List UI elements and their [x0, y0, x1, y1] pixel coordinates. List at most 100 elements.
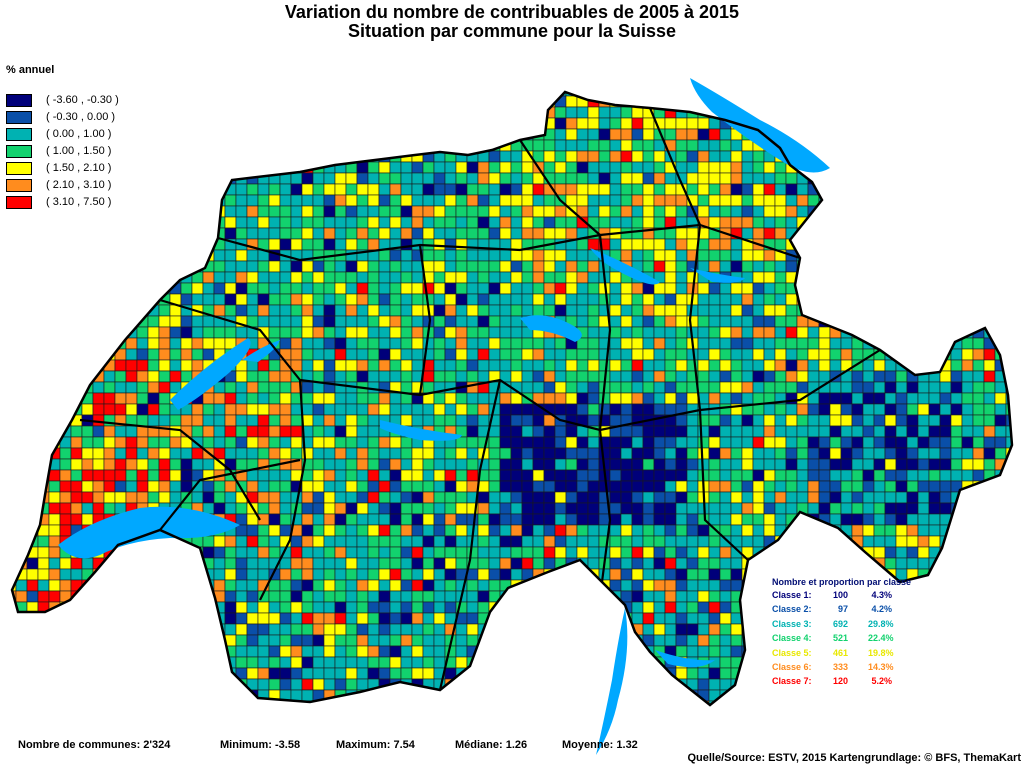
- commune-cell: [972, 590, 985, 603]
- commune-cell: [433, 326, 446, 339]
- commune-cell: [609, 359, 622, 372]
- commune-cell: [235, 92, 248, 97]
- commune-cell: [400, 315, 413, 328]
- commune-cell: [466, 106, 479, 119]
- commune-cell: [235, 656, 248, 669]
- commune-cell: [180, 370, 193, 383]
- commune-cell: [631, 249, 644, 262]
- commune-cell: [268, 260, 281, 273]
- commune-cell: [950, 392, 963, 405]
- commune-cell: [895, 480, 908, 493]
- commune-cell: [158, 315, 171, 328]
- commune-cell: [488, 568, 501, 581]
- commune-cell: [59, 623, 72, 636]
- commune-cell: [873, 95, 886, 108]
- commune-cell: [136, 590, 149, 603]
- commune-cell: [587, 194, 600, 207]
- commune-cell: [554, 216, 567, 229]
- commune-cell: [147, 645, 160, 658]
- commune-cell: [829, 194, 842, 207]
- commune-cell: [433, 458, 446, 471]
- commune-cell: [213, 183, 226, 196]
- commune-cell: [422, 414, 435, 427]
- commune-cell: [972, 612, 985, 625]
- commune-cell: [59, 491, 72, 504]
- commune-cell: [12, 645, 17, 658]
- commune-cell: [147, 92, 160, 97]
- commune-cell: [466, 348, 479, 361]
- commune-cell: [136, 634, 149, 647]
- commune-cell: [37, 359, 50, 372]
- commune-cell: [554, 150, 567, 163]
- commune-cell: [862, 304, 875, 317]
- commune-cell: [334, 392, 347, 405]
- commune-cell: [620, 172, 633, 185]
- commune-cell: [741, 524, 754, 537]
- commune-cell: [125, 403, 138, 416]
- commune-cell: [389, 447, 402, 460]
- commune-cell: [983, 95, 996, 108]
- commune-cell: [70, 502, 83, 515]
- commune-cell: [279, 392, 292, 405]
- commune-cell: [829, 172, 842, 185]
- commune-cell: [367, 403, 380, 416]
- commune-cell: [543, 579, 556, 592]
- commune-cell: [12, 249, 17, 262]
- commune-cell: [939, 634, 952, 647]
- commune-cell: [642, 293, 655, 306]
- commune-cell: [675, 304, 688, 317]
- commune-cell: [323, 579, 336, 592]
- commune-cell: [37, 381, 50, 394]
- commune-cell: [323, 337, 336, 350]
- commune-cell: [642, 425, 655, 438]
- commune-cell: [125, 128, 138, 141]
- commune-cell: [576, 271, 589, 284]
- commune-cell: [37, 414, 50, 427]
- commune-cell: [730, 392, 743, 405]
- commune-cell: [499, 161, 512, 174]
- commune-cell: [323, 535, 336, 548]
- commune-cell: [279, 502, 292, 515]
- commune-cell: [455, 403, 468, 416]
- commune-cell: [983, 535, 996, 548]
- commune-cell: [576, 249, 589, 262]
- commune-cell: [631, 645, 644, 658]
- commune-cell: [895, 117, 908, 130]
- commune-cell: [576, 161, 589, 174]
- commune-cell: [532, 491, 545, 504]
- commune-cell: [587, 161, 600, 174]
- commune-cell: [587, 502, 600, 515]
- commune-cell: [950, 469, 963, 482]
- commune-cell: [972, 370, 985, 383]
- commune-cell: [345, 326, 358, 339]
- commune-cell: [895, 260, 908, 273]
- commune-cell: [565, 95, 578, 108]
- commune-cell: [752, 183, 765, 196]
- commune-cell: [169, 579, 182, 592]
- commune-cell: [565, 579, 578, 592]
- commune-cell: [224, 271, 237, 284]
- commune-cell: [620, 557, 633, 570]
- commune-cell: [257, 370, 270, 383]
- commune-cell: [389, 260, 402, 273]
- commune-cell: [840, 502, 853, 515]
- commune-cell: [752, 502, 765, 515]
- commune-cell: [224, 502, 237, 515]
- commune-cell: [367, 667, 380, 680]
- commune-cell: [235, 414, 248, 427]
- commune-cell: [796, 381, 809, 394]
- commune-cell: [345, 634, 358, 647]
- commune-cell: [367, 106, 380, 119]
- commune-cell: [598, 92, 611, 97]
- commune-cell: [609, 172, 622, 185]
- commune-cell: [400, 645, 413, 658]
- commune-cell: [114, 139, 127, 152]
- commune-cell: [686, 128, 699, 141]
- commune-cell: [411, 590, 424, 603]
- commune-cell: [741, 469, 754, 482]
- commune-cell: [675, 282, 688, 295]
- commune-cell: [950, 139, 963, 152]
- commune-cell: [675, 502, 688, 515]
- commune-cell: [488, 634, 501, 647]
- commune-cell: [59, 392, 72, 405]
